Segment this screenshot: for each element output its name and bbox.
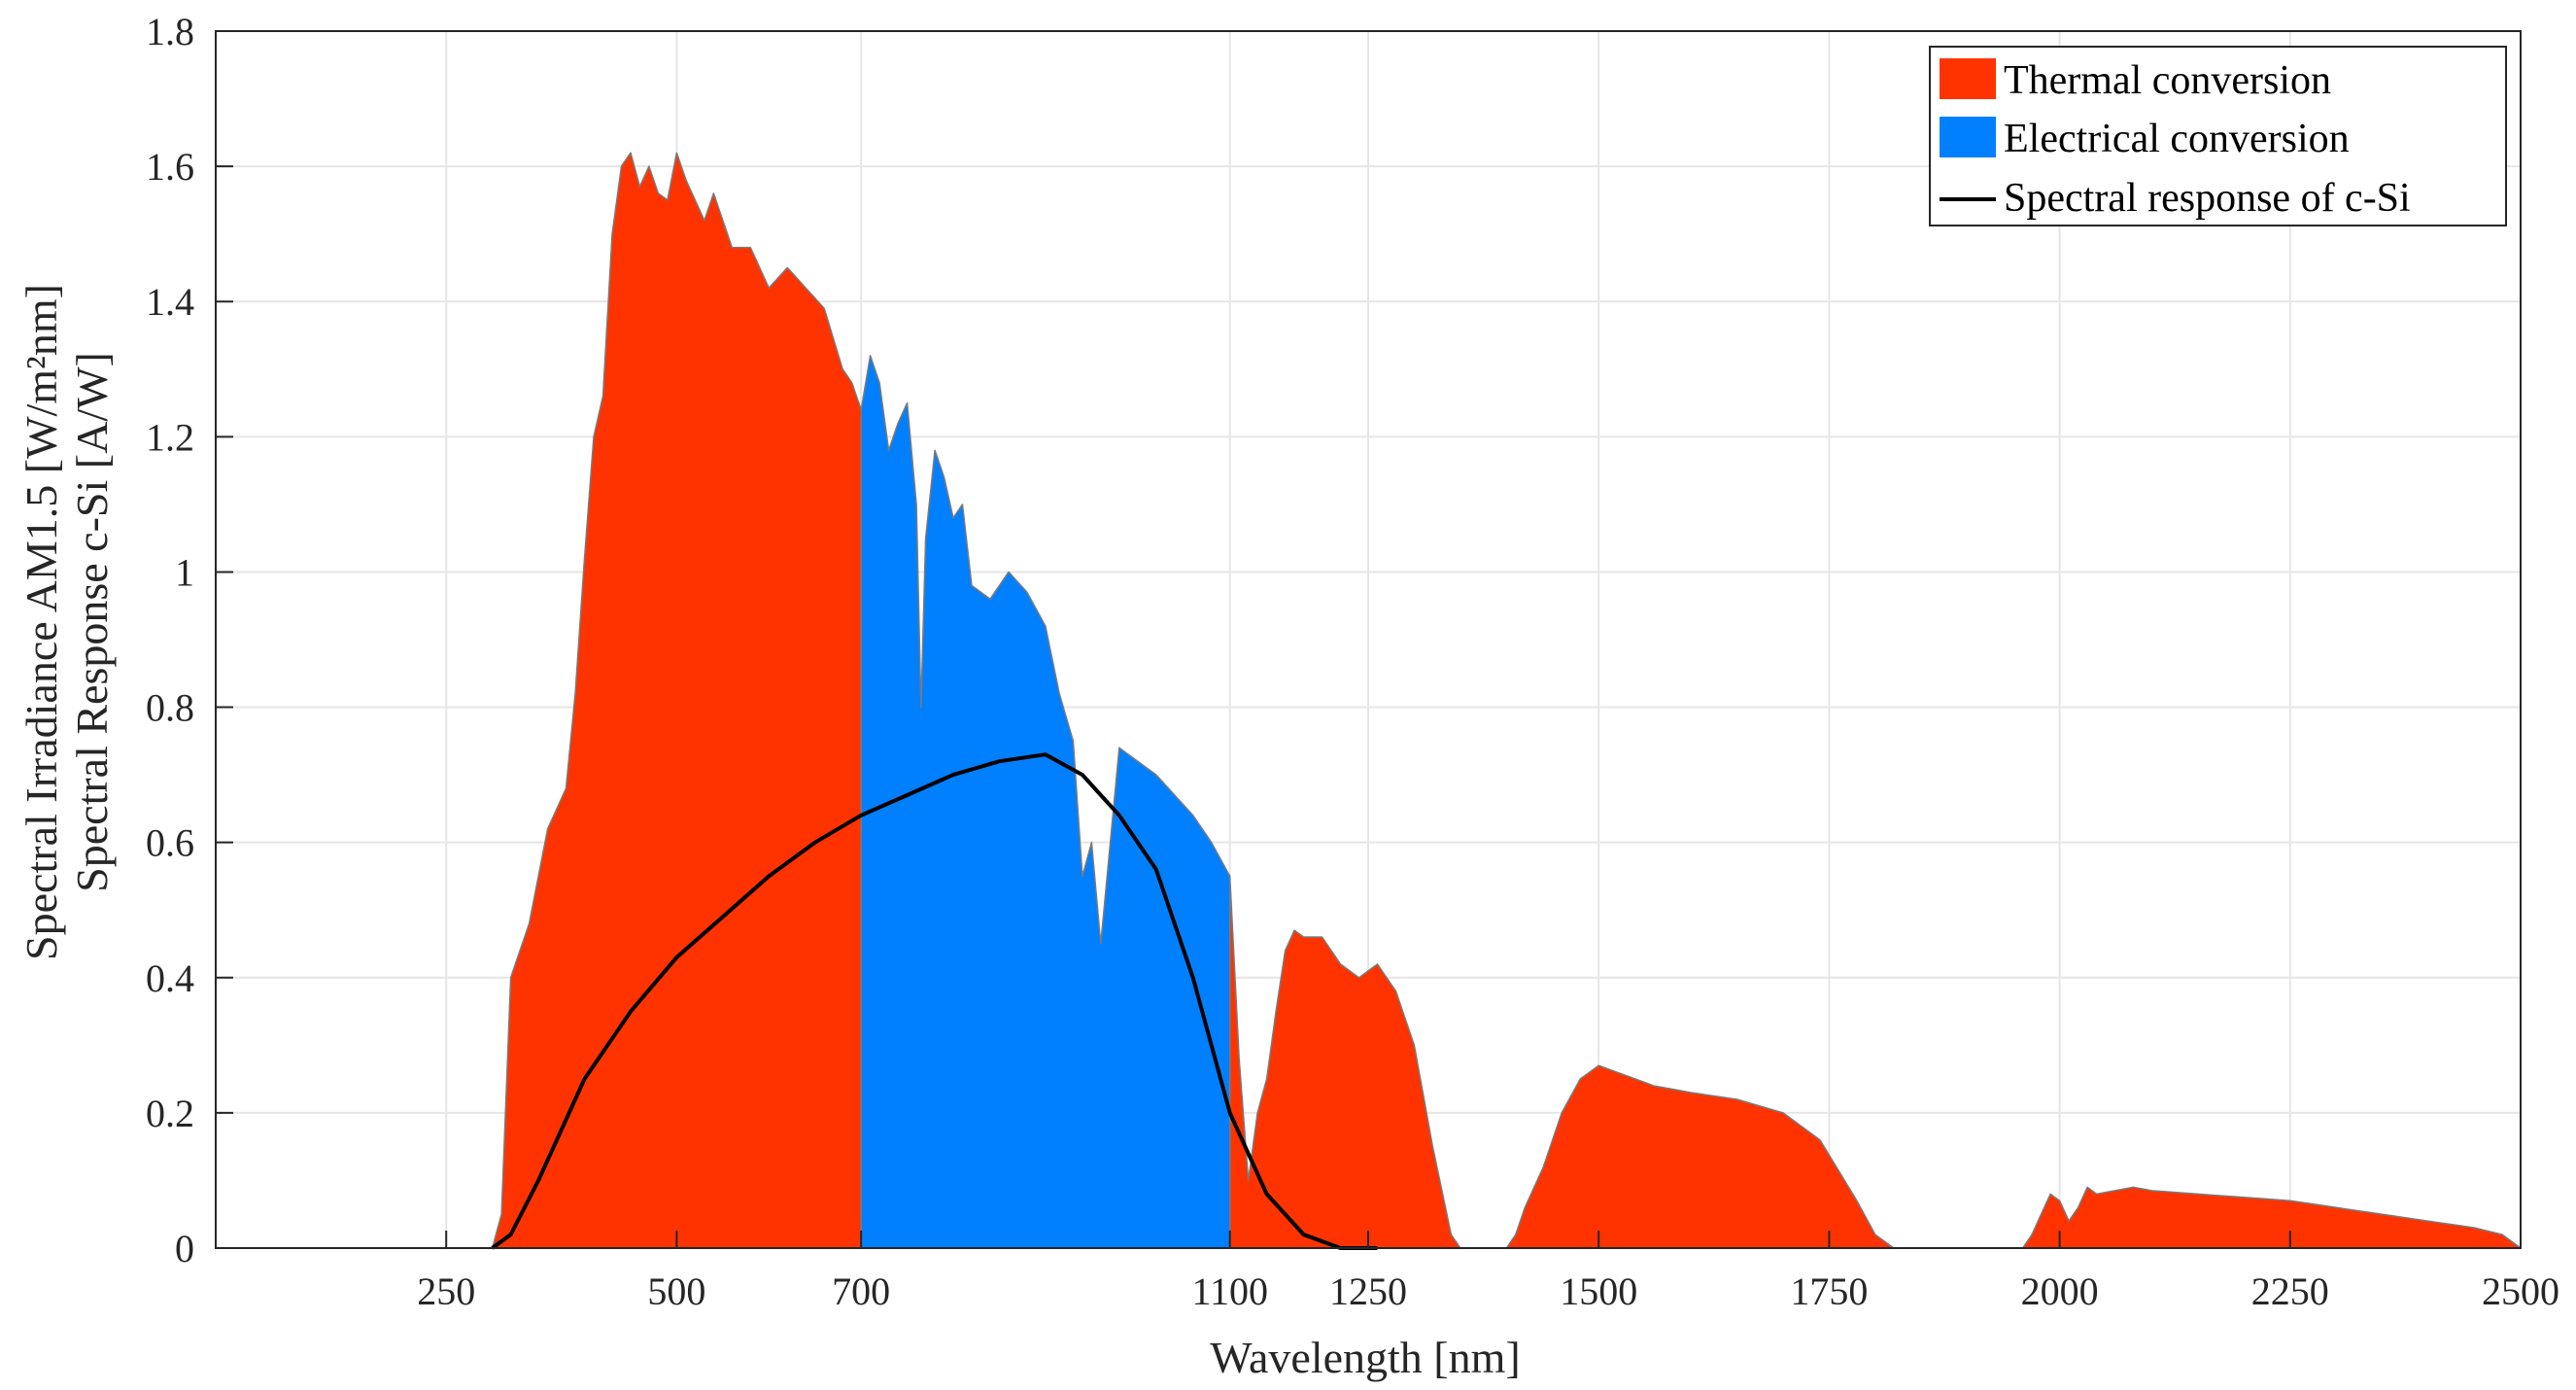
legend: Thermal conversion Electrical conversion…: [1929, 46, 2507, 226]
legend-swatch-electrical: [1940, 117, 1996, 157]
x-tick-label: 2000: [2021, 1269, 2099, 1313]
x-tick-label: 700: [832, 1269, 890, 1313]
spectral-response-line: [491, 752, 1378, 1250]
y-tick-label: 0.2: [146, 1092, 194, 1135]
x-tick-label: 2250: [2251, 1269, 2329, 1313]
x-tick-label: 500: [647, 1269, 705, 1313]
x-tick-labels: 250 500 700 1100 1250 1500 1750 2000 2250 2500: [417, 1269, 2559, 1313]
x-axis-label: Wavelength [nm]: [1210, 1333, 1520, 1382]
x-tick-label: 1100: [1191, 1269, 1268, 1313]
y-tick-label: 0: [175, 1227, 194, 1270]
y-tick-labels: 0 0.2 0.4 0.6 0.8 1 1.2 1.4 1.6 1.8: [146, 10, 194, 1270]
area-thermal-1: [1228, 875, 2522, 1249]
legend-swatch-thermal: [1940, 58, 1996, 99]
y-tick-label: 0.6: [146, 821, 194, 865]
y-tick-label: 0.4: [146, 956, 194, 1000]
x-tick-label: 1250: [1329, 1269, 1407, 1313]
area-thermal-0: [472, 152, 862, 1249]
area-electrical-0: [860, 355, 1231, 1249]
y-tick-label: 1.8: [146, 10, 194, 53]
y-tick-label: 0.8: [146, 686, 194, 730]
response-lines: [491, 752, 1378, 1250]
x-tick-label: 2500: [2482, 1269, 2559, 1313]
y-axis-label-irradiance: Spectral Irradiance AM1.5 [W/m²nm]: [17, 284, 66, 960]
y-tick-label: 1.6: [146, 145, 194, 189]
y-tick-label: 1.2: [146, 415, 194, 459]
y-axis-label-response: Spectral Response c-Si [A/W]: [67, 352, 117, 892]
x-tick-label: 1750: [1790, 1269, 1868, 1313]
irradiance-areas: [472, 152, 2522, 1249]
tick-marks: [216, 30, 2522, 1249]
y-tick-label: 1.4: [146, 280, 194, 324]
x-tick-label: 250: [417, 1269, 475, 1313]
legend-label-thermal: Thermal conversion: [2004, 58, 2331, 103]
y-tick-label: 1: [175, 550, 194, 594]
legend-label-electrical: Electrical conversion: [2004, 117, 2350, 161]
legend-box: [1929, 46, 2507, 226]
legend-label-response: Spectral response of c-Si: [2004, 176, 2411, 221]
x-tick-label: 1500: [1560, 1269, 1637, 1313]
